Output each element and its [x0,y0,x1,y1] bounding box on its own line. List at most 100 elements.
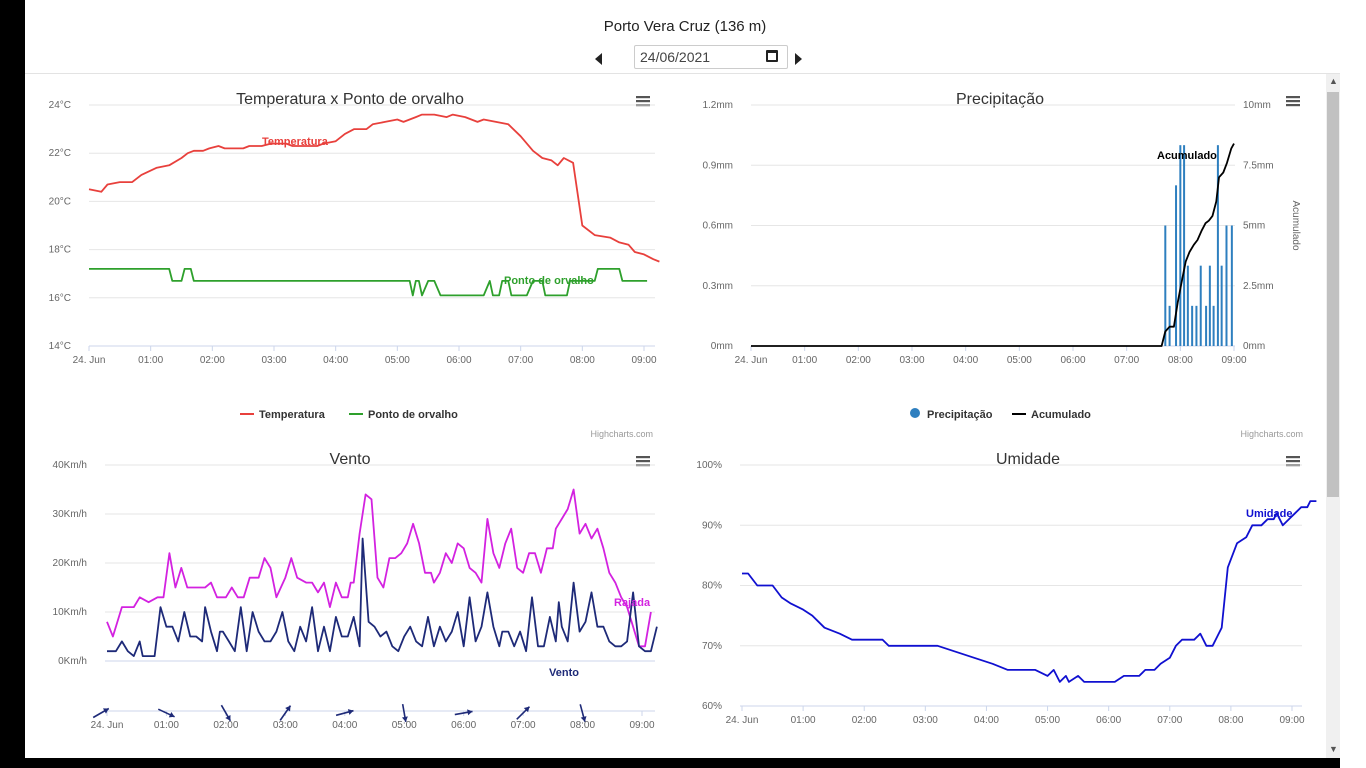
y-tick-label: 10Km/h [53,607,87,618]
y2-axis-label: Acumulado [1290,200,1301,250]
y-tick-label: 24°C [49,100,71,111]
x-tick-label: 09:00 [1221,355,1246,366]
y-tick-label: 0Km/h [58,656,87,667]
series-line-acumulado [751,143,1235,347]
x-tick-label: 04:00 [953,355,978,366]
scroll-down-icon[interactable]: ▼ [1329,744,1338,754]
menu-icon-bar [636,460,650,463]
x-tick-label: 24. Jun [73,355,106,366]
precip-bar [1216,145,1219,346]
x-tick-label: 07:00 [1114,355,1139,366]
x-tick-label: 07:00 [1157,715,1182,726]
x-tick-label: 24. Jun [735,355,768,366]
scroll-up-icon[interactable]: ▲ [1329,76,1338,86]
accumulated-label: Acumulado [1157,150,1217,162]
chart-title: Temperatura x Ponto de orvalho [236,91,464,108]
x-tick-label: 08:00 [1218,715,1243,726]
x-tick-label: 06:00 [446,355,471,366]
x-tick-label: 02:00 [852,715,877,726]
y-tick-label: 0.9mm [702,160,733,171]
app-frame: Porto Vera Cruz (136 m) Temperatura x Po… [25,0,1340,758]
menu-icon-bar [636,100,650,103]
vertical-scrollbar[interactable]: ▲ ▼ [1326,74,1340,758]
x-tick-label: 04:00 [974,715,999,726]
precip-bar [1208,265,1211,346]
wind-arrow-head [168,711,175,718]
x-tick-label: 09:00 [631,355,656,366]
x-tick-label: 05:00 [385,355,410,366]
x-tick-label: 08:00 [1168,355,1193,366]
x-tick-label: 01:00 [791,715,816,726]
gust-label: Rajada [614,597,651,609]
series-line-ponto-de-orvalho [89,268,648,297]
y-tick-label: 0.3mm [702,281,733,292]
x-tick-label: 03:00 [261,355,286,366]
y-tick-label: 100% [696,460,722,471]
x-tick-label: 05:00 [392,720,417,731]
wind-arrow-head [523,706,530,713]
x-tick-label: 02:00 [213,720,238,731]
y2-tick-label: 5mm [1243,221,1265,232]
x-tick-label: 09:00 [629,720,654,731]
wind-direction-arrow-icon [454,709,473,716]
chart-title: Umidade [996,451,1060,468]
precip-bar [1225,225,1228,346]
highcharts-credit: Highcharts.com [1240,429,1303,439]
y-tick-label: 80% [702,581,722,592]
y-tick-label: 14°C [49,341,71,352]
precip-bar [1195,305,1198,346]
wind-direction-arrow-icon [335,709,354,717]
x-tick-label: 01:00 [792,355,817,366]
series-line-temperatura [88,113,660,263]
precip-bar [1186,265,1189,346]
precip-bar [1183,145,1186,346]
wind-direction-arrow-icon [516,706,531,720]
scrollbar-thumb[interactable] [1327,92,1339,497]
y2-tick-label: 7.5mm [1243,160,1274,171]
wind-arrow-head [580,716,587,722]
y-tick-label: 0.6mm [702,221,733,232]
precip-bar [1179,145,1182,346]
date-input[interactable] [634,45,788,69]
y-tick-label: 70% [702,641,722,652]
dew-point-legend-label: Ponto de orvalho [368,409,458,421]
x-tick-label: 03:00 [913,715,938,726]
dew-point-label: Ponto de orvalho [504,275,594,287]
x-tick-label: 05:00 [1035,715,1060,726]
series-line-vento [107,537,658,657]
wind-arrow-head [285,705,291,712]
wind-label: Vento [549,667,579,679]
y-tick-label: 30Km/h [53,509,87,520]
precip-bar [1191,305,1194,346]
y-tick-label: 90% [702,520,722,531]
x-tick-label: 07:00 [508,355,533,366]
calendar-icon[interactable] [766,50,778,62]
x-tick-label: 02:00 [200,355,225,366]
x-tick-label: 01:00 [154,720,179,731]
series-line-rajada [106,488,652,648]
x-tick-label: 24. Jun [726,715,759,726]
chart-title: Precipitação [956,91,1044,108]
next-day-arrow-icon[interactable] [795,53,802,65]
wind-direction-arrow-icon [279,705,292,721]
charts-canvas: Temperatura x Ponto de orvalho 14°C 16°C 18… [49,91,1317,731]
y-tick-label: 60% [702,701,722,712]
x-tick-label: 08:00 [570,355,595,366]
menu-icon-bar [1286,96,1300,99]
wind-arrow-head [102,708,109,714]
y-tick-label: 16°C [49,293,71,304]
precipitation-legend-label: Precipitação [927,409,993,421]
menu-icon-bar [636,456,650,459]
precip-bar [1212,305,1215,346]
y2-tick-label: 10mm [1243,100,1271,111]
precip-bar [1175,185,1178,346]
menu-icon-bar [1286,460,1300,463]
x-tick-label: 06:00 [451,720,476,731]
y2-tick-label: 0mm [1243,341,1265,352]
humidity-label: Umidade [1246,508,1292,520]
wind-direction-arrow-icon [92,707,110,719]
previous-day-arrow-icon[interactable] [595,53,602,65]
series-line-umidade [742,500,1317,683]
y-tick-label: 1.2mm [702,100,733,111]
x-tick-label: 03:00 [273,720,298,731]
